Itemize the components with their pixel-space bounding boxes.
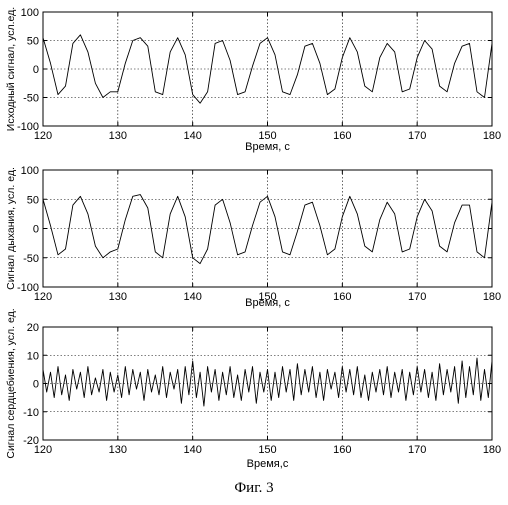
y-tick-label: 20	[27, 322, 39, 334]
series-line-1	[43, 195, 492, 264]
x-tick-label: 180	[483, 130, 501, 142]
y-tick-label: 10	[27, 350, 39, 362]
x-axis-label: Время, с	[245, 297, 290, 309]
x-tick-label: 180	[483, 291, 501, 303]
y-tick-label: 100	[21, 7, 39, 19]
x-tick-label: 130	[109, 291, 127, 303]
y-tick-label: -100	[17, 282, 39, 294]
x-tick-label: 140	[183, 444, 201, 456]
y-tick-label: 50	[27, 36, 39, 48]
x-tick-label: 170	[408, 130, 426, 142]
figure-caption: Фиг. 3	[0, 480, 508, 497]
x-tick-label: 180	[483, 444, 501, 456]
y-axis-label: Сигнал сердцебиения, усл. ед.	[5, 308, 17, 458]
x-tick-label: 160	[333, 130, 351, 142]
y-tick-label: -50	[23, 93, 39, 105]
y-tick-label: -20	[23, 435, 39, 447]
y-tick-label: -100	[17, 121, 39, 133]
chart-panel-3: 12013014015016017018020100-10-20Время,сС…	[5, 308, 501, 470]
x-tick-label: 130	[109, 130, 127, 142]
y-tick-label: 0	[33, 379, 39, 391]
chart-panel-1: 120130140150160170180100500-50-100Время,…	[5, 7, 501, 153]
x-axis-label: Время, с	[245, 141, 290, 153]
x-tick-label: 150	[258, 444, 276, 456]
y-axis-label: Сигнал дыхания, усл. ед.	[5, 167, 17, 290]
y-tick-label: 100	[21, 165, 39, 177]
x-tick-label: 130	[109, 444, 127, 456]
x-tick-label: 170	[408, 444, 426, 456]
y-tick-label: -50	[23, 253, 39, 265]
y-tick-label: -10	[23, 407, 39, 419]
chart-panel-2: 120130140150160170180100500-50-100Время,…	[5, 165, 501, 309]
y-axis-label: Исходный сигнал, усл.ед.	[5, 7, 17, 131]
x-tick-label: 160	[333, 444, 351, 456]
x-tick-label: 140	[183, 291, 201, 303]
series-line-1	[43, 358, 492, 406]
y-tick-label: 0	[33, 64, 39, 76]
y-tick-label: 0	[33, 224, 39, 236]
x-tick-label: 160	[333, 291, 351, 303]
x-tick-label: 140	[183, 130, 201, 142]
y-tick-label: 50	[27, 194, 39, 206]
x-axis-label: Время,с	[247, 458, 289, 470]
x-tick-label: 170	[408, 291, 426, 303]
